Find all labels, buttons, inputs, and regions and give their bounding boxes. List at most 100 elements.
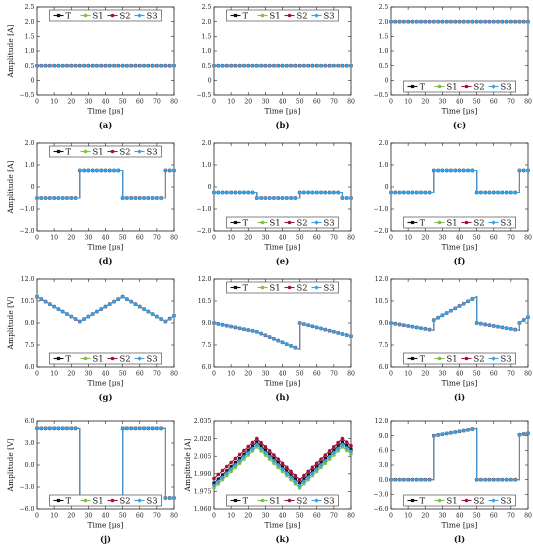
x-axis-title: Time [μs] — [442, 379, 478, 388]
legend-marker-t — [233, 220, 238, 225]
legend-label-s3: S3 — [147, 354, 158, 364]
y-tick-label: −1.0 — [373, 206, 388, 213]
y-tick-label: 1.0 — [379, 48, 389, 55]
series-marker-s3 — [487, 190, 492, 195]
series-marker-t — [233, 461, 238, 465]
series-marker-s3 — [171, 63, 177, 68]
series-marker-t — [302, 477, 306, 481]
series-marker-s3 — [86, 314, 91, 319]
x-tick-label: 80 — [524, 371, 532, 378]
legend: T S1 S2 S3 — [403, 216, 516, 229]
legend-box — [403, 352, 516, 365]
series-marker-s3 — [73, 63, 78, 68]
series-marker-s3 — [487, 19, 492, 24]
series-marker-s3 — [288, 195, 294, 201]
series-marker-t — [242, 452, 246, 457]
series-marker-s3 — [482, 190, 488, 195]
series-marker-t — [332, 448, 336, 452]
x-tick-label: 50 — [296, 99, 304, 106]
y-axis-title: Amplitude [A] — [6, 25, 15, 79]
legend: T S1 S2 S3 — [403, 352, 516, 365]
series-marker-s3 — [39, 63, 44, 68]
series-marker-s3 — [103, 63, 108, 68]
legend-label-s3: S3 — [501, 496, 512, 506]
series-marker-s3 — [461, 19, 466, 24]
series-marker-s3 — [258, 63, 264, 68]
series-marker-s3 — [335, 63, 341, 68]
x-tick-label: 20 — [421, 235, 429, 242]
x-tick-label: 10 — [50, 513, 58, 520]
series-marker-s3 — [107, 301, 112, 307]
y-tick-label: 2.0 — [25, 19, 35, 26]
series-line-s1 — [391, 427, 529, 481]
series-marker-s3 — [258, 195, 264, 201]
legend-marker-s1 — [437, 220, 442, 225]
series-marker-s3 — [254, 63, 260, 68]
series-marker-s3 — [301, 63, 307, 68]
x-tick-label: 40 — [279, 99, 287, 106]
series-marker-s3 — [47, 195, 53, 201]
series-line-s3 — [37, 170, 174, 199]
x-tick-label: 20 — [421, 99, 429, 106]
legend-marker-t — [56, 13, 61, 18]
series-marker-s3 — [461, 428, 466, 433]
series-marker-s3 — [137, 195, 142, 201]
series-marker-s3 — [56, 195, 61, 201]
series-marker-t — [280, 465, 285, 469]
series-marker-s3 — [146, 426, 151, 431]
legend-label-s3: S3 — [324, 496, 335, 506]
series-marker-s3 — [69, 426, 74, 431]
series-marker-s3 — [228, 63, 234, 68]
x-tick-label: 0 — [389, 513, 393, 520]
legend-marker-s1 — [260, 285, 265, 290]
legend-label-s2: S2 — [297, 218, 308, 228]
y-tick-label: 2.5 — [379, 4, 389, 11]
series-marker-s3 — [146, 309, 151, 314]
legend-label-t: T — [243, 496, 249, 506]
legend-marker-s1 — [437, 498, 442, 503]
legend-label-s1: S1 — [270, 218, 281, 228]
x-axis-title: Time [μs] — [442, 521, 478, 530]
panel-label: (k) — [276, 534, 290, 545]
series-marker-s2 — [284, 465, 289, 470]
series-marker-s3 — [495, 324, 501, 329]
y-tick-label: 9.0 — [202, 320, 212, 327]
series-marker-t — [229, 465, 233, 469]
series-marker-s3 — [69, 63, 74, 68]
legend-marker-s2 — [464, 356, 469, 361]
x-tick-label: 20 — [244, 371, 252, 378]
y-tick-label: 3.0 — [25, 440, 35, 447]
series-marker-t — [216, 477, 220, 481]
series-marker-t — [293, 477, 297, 481]
legend-label-s2: S2 — [474, 82, 485, 92]
x-tick-label: 80 — [347, 371, 355, 378]
series-marker-s3 — [263, 195, 268, 201]
series-marker-s3 — [120, 294, 125, 299]
series-marker-s3 — [331, 450, 337, 455]
series-marker-s2 — [212, 476, 216, 481]
series-marker-s3 — [344, 445, 349, 451]
series-marker-s3 — [435, 432, 441, 438]
series-marker-s3 — [276, 338, 281, 343]
legend-box — [403, 494, 516, 507]
series-marker-s3 — [90, 63, 95, 68]
y-tick-label: 1.990 — [194, 471, 212, 478]
x-tick-label: 40 — [102, 371, 110, 378]
y-tick-label: −3.0 — [19, 484, 34, 491]
series-marker-s3 — [69, 195, 74, 201]
series-marker-s3 — [297, 320, 302, 326]
series-marker-s3 — [51, 426, 57, 431]
legend-label-t: T — [243, 11, 249, 21]
y-tick-label: 12.0 — [375, 276, 389, 283]
legend-box — [49, 352, 162, 365]
series-marker-s3 — [254, 329, 260, 334]
chart-panel: −2.0 −1.0 0 1.0 2.0 0 10 20 30 40 50 60 70 80 Time [μs… — [196, 140, 355, 267]
series-marker-s3 — [478, 477, 484, 482]
series-marker-s3 — [224, 63, 230, 68]
legend-label-s2: S2 — [297, 11, 308, 21]
y-tick-label: 6.0 — [202, 364, 212, 371]
y-tick-label: 12.0 — [198, 276, 212, 283]
legend-marker-t — [410, 220, 415, 225]
panel-label: (d) — [99, 256, 113, 267]
legend-marker-s3 — [314, 13, 319, 18]
